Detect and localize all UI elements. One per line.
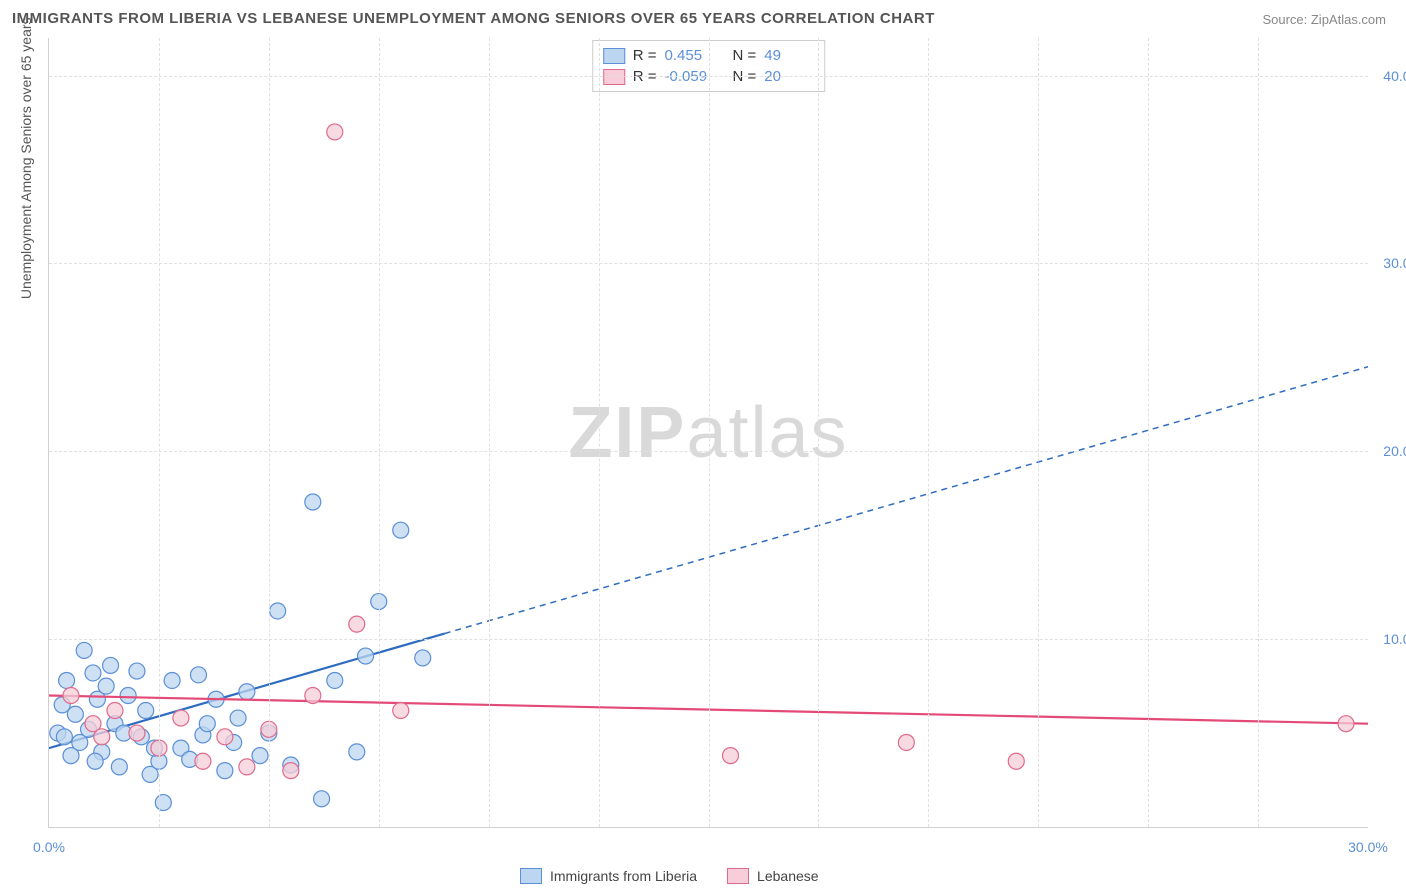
legend-label-lebanese: Lebanese bbox=[757, 868, 819, 884]
legend-swatch-liberia bbox=[520, 868, 542, 884]
plot-area: ZIPatlas R = 0.455 N = 49 R = -0.059 N =… bbox=[48, 38, 1368, 828]
source-attribution: Source: ZipAtlas.com bbox=[1262, 12, 1386, 27]
x-tick-label: 30.0% bbox=[1348, 839, 1388, 855]
grid-line-v bbox=[599, 38, 600, 827]
y-tick-label: 30.0% bbox=[1373, 255, 1406, 271]
grid-line-v bbox=[928, 38, 929, 827]
grid-line-v bbox=[1038, 38, 1039, 827]
grid-line-v bbox=[1148, 38, 1149, 827]
y-axis-title: Unemployment Among Seniors over 65 years bbox=[18, 17, 34, 299]
grid-line-v bbox=[818, 38, 819, 827]
legend-item-liberia: Immigrants from Liberia bbox=[520, 868, 697, 884]
grid-line-v bbox=[709, 38, 710, 827]
grid-line-v bbox=[489, 38, 490, 827]
legend-label-liberia: Immigrants from Liberia bbox=[550, 868, 697, 884]
grid-line-v bbox=[379, 38, 380, 827]
legend-swatch-lebanese bbox=[727, 868, 749, 884]
grid-line-v bbox=[1258, 38, 1259, 827]
source-label: Source: bbox=[1262, 12, 1310, 27]
y-tick-label: 10.0% bbox=[1373, 631, 1406, 647]
legend-item-lebanese: Lebanese bbox=[727, 868, 819, 884]
chart-title: IMMIGRANTS FROM LIBERIA VS LEBANESE UNEM… bbox=[12, 10, 935, 27]
x-tick-label: 0.0% bbox=[33, 839, 65, 855]
y-tick-label: 20.0% bbox=[1373, 443, 1406, 459]
y-tick-label: 40.0% bbox=[1373, 68, 1406, 84]
grid-line-v bbox=[269, 38, 270, 827]
source-value: ZipAtlas.com bbox=[1311, 12, 1386, 27]
grid-line-v bbox=[159, 38, 160, 827]
bottom-legend: Immigrants from Liberia Lebanese bbox=[520, 868, 819, 884]
